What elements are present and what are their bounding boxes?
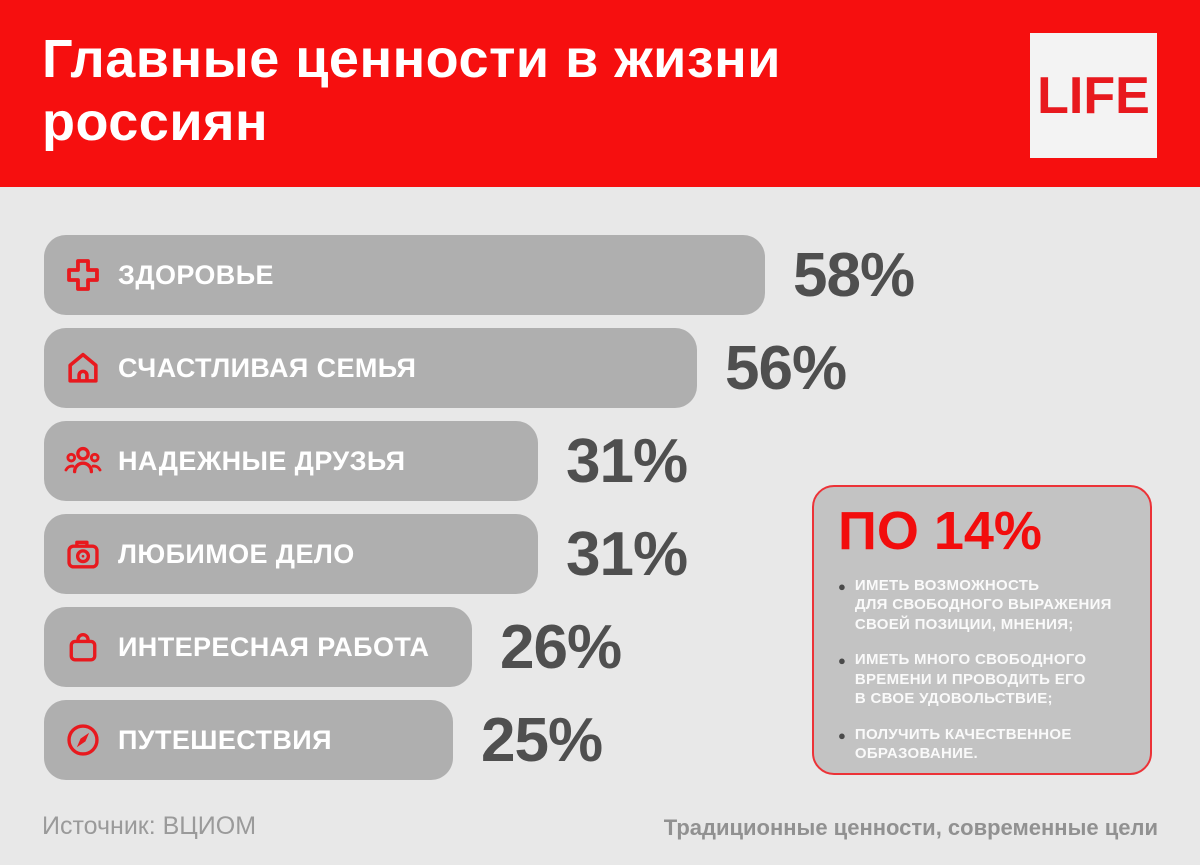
bar-value: 58% bbox=[793, 240, 915, 310]
bullet-text: ПОЛУЧИТЬ КАЧЕСТВЕННОЕ ОБРАЗОВАНИЕ. bbox=[854, 725, 1072, 763]
bar-row-family: СЧАСТЛИВАЯ СЕМЬЯ 56% bbox=[44, 328, 1200, 408]
bar-label: ПУТЕШЕСТВИЯ bbox=[118, 724, 332, 755]
bar-health: ЗДОРОВЬЕ bbox=[44, 235, 765, 315]
annotation-panel: ПО 14% ● ИМЕТЬ ВОЗМОЖНОСТЬ ДЛЯ СВОБОДНОГ… bbox=[812, 485, 1152, 775]
bullet-dot-icon: ● bbox=[838, 727, 846, 743]
bar-label: ИНТЕРЕСНАЯ РАБОТА bbox=[118, 631, 430, 662]
bar-value: 31% bbox=[566, 519, 688, 589]
compass-icon bbox=[62, 720, 104, 760]
bar-value: 26% bbox=[500, 612, 622, 682]
bar-hobby: ЛЮБИМОЕ ДЕЛО bbox=[44, 514, 538, 594]
shopping-bag-icon bbox=[62, 627, 104, 667]
tagline-caption: Традиционные ценности, современные цели bbox=[663, 815, 1158, 840]
life-logo-text: LIFE bbox=[1037, 66, 1150, 125]
bar-chart: ЗДОРОВЬЕ 58% СЧАСТЛИВАЯ СЕМЬЯ 56% bbox=[0, 187, 1200, 793]
bar-row-travel: ПУТЕШЕСТВИЯ 25% bbox=[44, 700, 1200, 780]
bullet-text: ИМЕТЬ ВОЗМОЖНОСТЬ ДЛЯ СВОБОДНОГО ВЫРАЖЕН… bbox=[854, 576, 1112, 633]
bar-family: СЧАСТЛИВАЯ СЕМЬЯ bbox=[44, 328, 697, 408]
camera-icon bbox=[62, 534, 104, 574]
medical-cross-icon bbox=[62, 255, 104, 295]
page-title: Главные ценности в жизни россиян bbox=[42, 29, 781, 152]
bullet-dot-icon: ● bbox=[838, 578, 846, 594]
bar-value: 31% bbox=[566, 426, 688, 496]
bar-row-health: ЗДОРОВЬЕ 58% bbox=[44, 235, 1200, 315]
house-icon bbox=[62, 348, 104, 388]
bar-travel: ПУТЕШЕСТВИЯ bbox=[44, 700, 453, 780]
bar-label: СЧАСТЛИВАЯ СЕМЬЯ bbox=[118, 352, 417, 383]
list-item: ● ПОЛУЧИТЬ КАЧЕСТВЕННОЕ ОБРАЗОВАНИЕ. bbox=[836, 725, 1130, 764]
bullet-dot-icon: ● bbox=[838, 653, 846, 669]
annotation-title: ПО 14% bbox=[838, 501, 1042, 561]
header-banner: Главные ценности в жизни россиян LIFE bbox=[0, 0, 1200, 187]
bar-label: ЛЮБИМОЕ ДЕЛО bbox=[118, 538, 355, 569]
bar-row-work: ИНТЕРЕСНАЯ РАБОТА 26% bbox=[44, 607, 1200, 687]
bar-row-hobby: ЛЮБИМОЕ ДЕЛО 31% bbox=[44, 514, 1200, 594]
bar-label: НАДЕЖНЫЕ ДРУЗЬЯ bbox=[118, 445, 406, 476]
bar-label: ЗДОРОВЬЕ bbox=[118, 259, 274, 290]
source-caption: Источник: ВЦИОМ bbox=[42, 812, 257, 840]
bar-work: ИНТЕРЕСНАЯ РАБОТА bbox=[44, 607, 472, 687]
bar-value: 56% bbox=[725, 333, 847, 403]
bar-friends: НАДЕЖНЫЕ ДРУЗЬЯ bbox=[44, 421, 538, 501]
list-item: ● ИМЕТЬ ВОЗМОЖНОСТЬ ДЛЯ СВОБОДНОГО ВЫРАЖ… bbox=[836, 576, 1130, 635]
bullet-text: ИМЕТЬ МНОГО СВОБОДНОГО ВРЕМЕНИ И ПРОВОДИ… bbox=[854, 651, 1087, 708]
people-group-icon bbox=[62, 441, 104, 481]
list-item: ● ИМЕТЬ МНОГО СВОБОДНОГО ВРЕМЕНИ И ПРОВО… bbox=[836, 650, 1130, 709]
life-logo: LIFE bbox=[1030, 33, 1157, 158]
bar-row-friends: НАДЕЖНЫЕ ДРУЗЬЯ 31% bbox=[44, 421, 1200, 501]
bar-value: 25% bbox=[481, 705, 603, 775]
